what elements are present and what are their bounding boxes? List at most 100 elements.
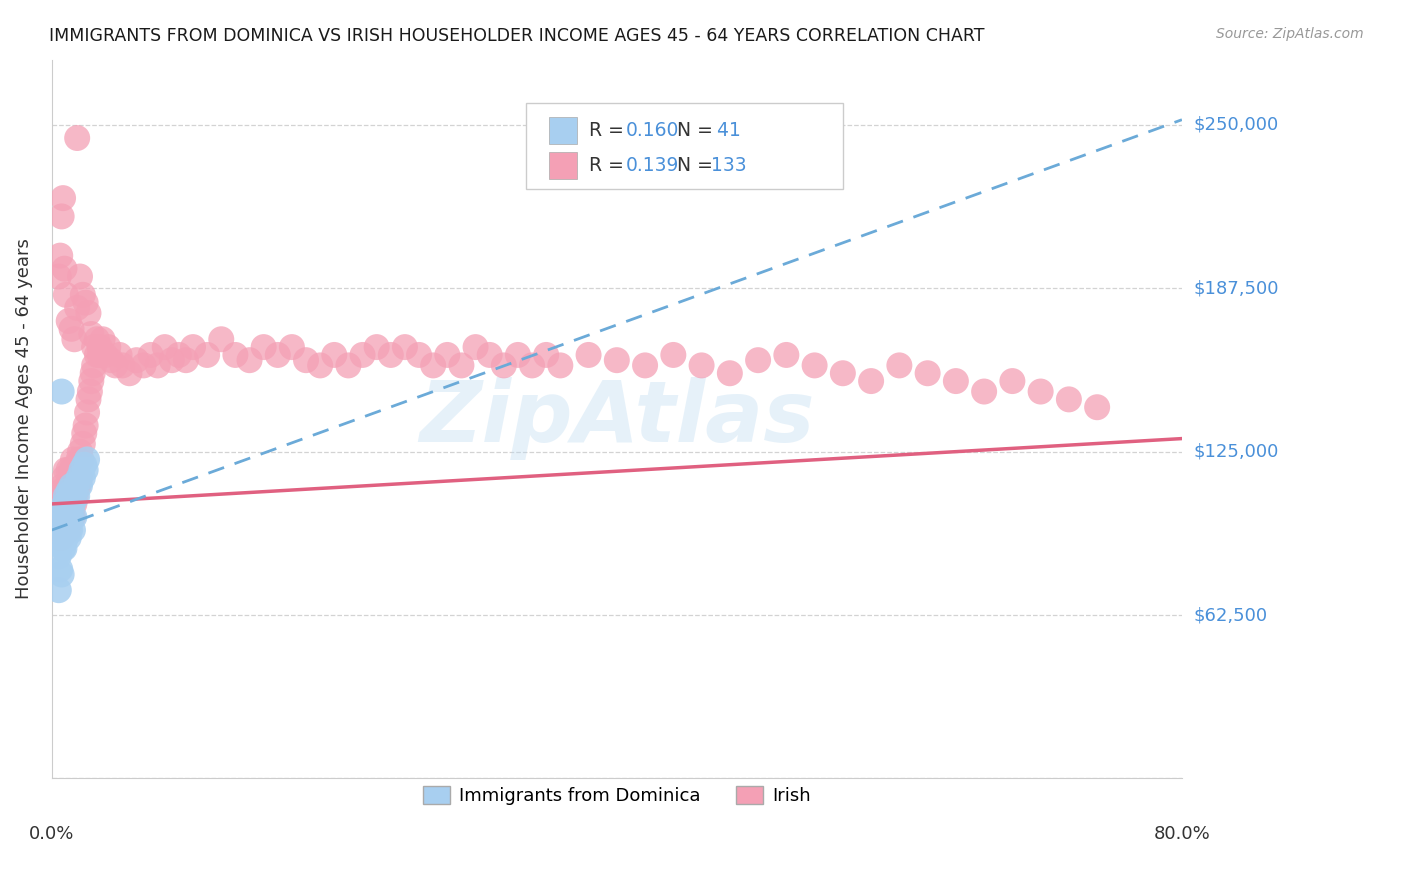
- Point: [73, 458, 96, 472]
- Point: [58, 314, 80, 328]
- Point: [450, 359, 472, 373]
- Point: [181, 340, 204, 354]
- Point: [60, 510, 83, 524]
- Point: [775, 348, 797, 362]
- Point: [52, 505, 75, 519]
- Point: [51, 531, 73, 545]
- Point: [63, 510, 86, 524]
- Point: [67, 478, 90, 492]
- Point: [51, 483, 73, 498]
- Point: [56, 478, 79, 492]
- Point: [1001, 374, 1024, 388]
- Point: [70, 463, 93, 477]
- Point: [59, 478, 82, 492]
- Point: [65, 489, 87, 503]
- Point: [436, 348, 458, 362]
- Point: [53, 471, 76, 485]
- Point: [91, 332, 114, 346]
- Point: [831, 366, 853, 380]
- Point: [82, 366, 104, 380]
- Point: [323, 348, 346, 362]
- Point: [55, 463, 77, 477]
- Point: [62, 510, 84, 524]
- Point: [53, 515, 76, 529]
- Point: [146, 359, 169, 373]
- Point: [49, 523, 72, 537]
- Point: [718, 366, 741, 380]
- Point: [66, 489, 89, 503]
- Point: [224, 348, 246, 362]
- Point: [55, 510, 77, 524]
- Point: [72, 288, 94, 302]
- Point: [76, 405, 98, 419]
- Point: [51, 384, 73, 399]
- Point: [94, 348, 117, 362]
- Text: R =: R =: [589, 121, 630, 140]
- Point: [945, 374, 967, 388]
- Point: [48, 510, 70, 524]
- Point: [80, 326, 103, 341]
- Text: N =: N =: [676, 156, 718, 175]
- Point: [67, 471, 90, 485]
- Text: $125,000: $125,000: [1194, 442, 1278, 460]
- Point: [53, 489, 76, 503]
- Point: [52, 478, 75, 492]
- Point: [73, 426, 96, 441]
- Point: [747, 353, 769, 368]
- Point: [550, 359, 572, 373]
- Point: [48, 269, 70, 284]
- Point: [51, 210, 73, 224]
- Point: [48, 583, 70, 598]
- Legend: Immigrants from Dominica, Irish: Immigrants from Dominica, Irish: [415, 779, 818, 813]
- Point: [337, 359, 360, 373]
- Point: [108, 348, 131, 362]
- Point: [139, 348, 162, 362]
- Point: [58, 510, 80, 524]
- Point: [62, 478, 84, 492]
- Point: [253, 340, 276, 354]
- Point: [51, 510, 73, 524]
- Point: [97, 340, 120, 354]
- Point: [973, 384, 995, 399]
- Point: [49, 497, 72, 511]
- Point: [76, 452, 98, 467]
- Text: Source: ZipAtlas.com: Source: ZipAtlas.com: [1216, 27, 1364, 41]
- Point: [60, 322, 83, 336]
- Point: [52, 523, 75, 537]
- Point: [62, 497, 84, 511]
- Point: [60, 489, 83, 503]
- Point: [66, 301, 89, 315]
- Text: IMMIGRANTS FROM DOMINICA VS IRISH HOUSEHOLDER INCOME AGES 45 - 64 YEARS CORRELAT: IMMIGRANTS FROM DOMINICA VS IRISH HOUSEH…: [49, 27, 984, 45]
- Point: [49, 249, 72, 263]
- Point: [104, 359, 127, 373]
- Text: 0.0%: 0.0%: [30, 825, 75, 844]
- Point: [55, 497, 77, 511]
- Y-axis label: Householder Income Ages 45 - 64 years: Householder Income Ages 45 - 64 years: [15, 238, 32, 599]
- Point: [238, 353, 260, 368]
- Point: [380, 348, 402, 362]
- Point: [65, 478, 87, 492]
- Point: [606, 353, 628, 368]
- Point: [100, 353, 122, 368]
- Point: [209, 332, 232, 346]
- Point: [52, 523, 75, 537]
- Point: [690, 359, 713, 373]
- Point: [58, 523, 80, 537]
- Point: [153, 340, 176, 354]
- Point: [58, 489, 80, 503]
- Text: 80.0%: 80.0%: [1153, 825, 1211, 844]
- Point: [69, 471, 91, 485]
- Point: [492, 359, 515, 373]
- Point: [58, 483, 80, 498]
- Point: [634, 359, 657, 373]
- Point: [52, 191, 75, 205]
- Point: [58, 463, 80, 477]
- Text: $62,500: $62,500: [1194, 606, 1267, 624]
- Point: [520, 359, 543, 373]
- Point: [63, 489, 86, 503]
- Point: [59, 505, 82, 519]
- Point: [49, 523, 72, 537]
- Point: [422, 359, 444, 373]
- Point: [52, 497, 75, 511]
- Point: [53, 497, 76, 511]
